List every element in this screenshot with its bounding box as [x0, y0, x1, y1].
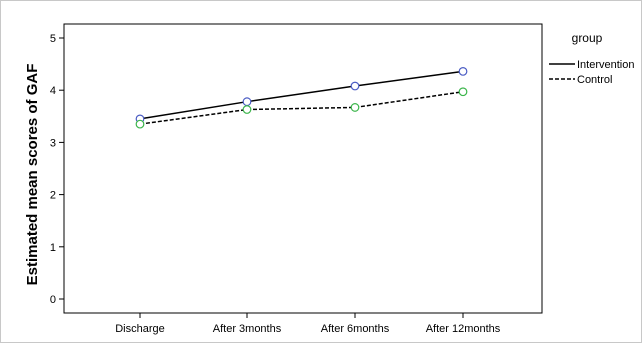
y-tick-label: 1: [50, 242, 56, 254]
legend-title: group: [572, 31, 603, 45]
data-point-control: [242, 105, 252, 114]
y-tick-label: 2: [50, 190, 56, 202]
legend-label-intervention: Intervention: [577, 59, 634, 71]
x-tick-label: Discharge: [115, 323, 165, 335]
x-tick-label: After 3months: [213, 323, 282, 335]
data-point-control: [458, 87, 468, 97]
x-tick-label: After 6months: [321, 323, 390, 335]
plot-area: 0 1 2 3 4 5 Discharge After 3months After 6month…: [50, 23, 543, 335]
data-point-intervention: [350, 81, 360, 91]
y-axis-title: Estimated mean scores of GAF: [24, 64, 41, 286]
series-line-intervention: [139, 70, 464, 120]
y-tick-label: 3: [50, 137, 56, 149]
plot-frame: [63, 23, 543, 314]
y-tick-label: 4: [50, 85, 56, 97]
series-line-control: [139, 91, 464, 125]
legend: group Intervention Control: [549, 31, 634, 86]
data-point-intervention: [242, 97, 252, 107]
y-tick-label: 5: [50, 33, 56, 45]
x-tick-label: After 12months: [426, 323, 501, 335]
data-point-intervention: [458, 67, 468, 76]
data-point-control: [135, 119, 145, 129]
legend-label-control: Control: [577, 74, 612, 86]
data-point-control: [350, 103, 360, 112]
y-tick-label: 0: [50, 294, 56, 306]
